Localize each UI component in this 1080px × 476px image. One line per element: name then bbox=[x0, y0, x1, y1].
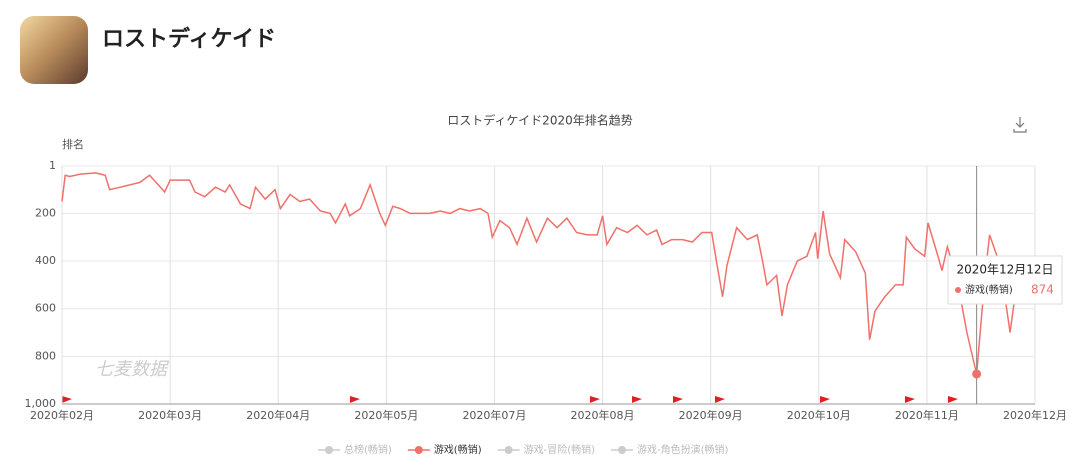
legend: 总榜(畅销) 游戏(畅销) 游戏-冒险(畅销) 游戏-角色扮演(畅销) bbox=[318, 443, 729, 456]
legend-dot bbox=[325, 446, 333, 454]
y-tick-label: 200 bbox=[35, 206, 56, 219]
highlight-point bbox=[972, 369, 982, 379]
x-tick-label: 2020年04月 bbox=[246, 408, 310, 422]
legend-dot bbox=[414, 446, 423, 454]
tooltip-value: 874 bbox=[1031, 283, 1054, 297]
legend-dot bbox=[504, 446, 513, 454]
legend-label: 总榜(畅销) bbox=[344, 443, 392, 456]
x-tick-label: 2020年05月 bbox=[354, 408, 418, 422]
download-icon[interactable] bbox=[1013, 117, 1027, 133]
tooltip-series: 游戏(畅销) bbox=[965, 283, 1013, 296]
tooltip: 2020年12月12日 游戏(畅销) 874 bbox=[947, 255, 1063, 305]
y-tick-label: 1,000 bbox=[25, 397, 57, 410]
y-tick-label: 1 bbox=[49, 159, 56, 172]
chart-title: ロストディケイド2020年排名趋势 bbox=[447, 113, 632, 128]
tooltip-box bbox=[947, 255, 1063, 305]
legend-item[interactable]: 总榜(畅销) bbox=[318, 443, 392, 456]
watermark: 七麦数据 bbox=[95, 359, 170, 380]
y-tick-label: 600 bbox=[35, 302, 56, 315]
y-axis-label: 排名 bbox=[62, 137, 84, 151]
legend-item[interactable]: 游戏(畅销) bbox=[407, 443, 482, 456]
app-name: ロストディケイド bbox=[102, 26, 276, 52]
x-tick-label: 2020年08月 bbox=[571, 408, 635, 422]
event-flags bbox=[62, 396, 958, 404]
series-line bbox=[61, 172, 1017, 375]
x-tick-label: 2020年10月 bbox=[787, 408, 851, 422]
legend-label: 游戏-角色扮演(畅销) bbox=[637, 443, 729, 456]
legend-item[interactable]: 游戏-冒险(畅销) bbox=[497, 443, 596, 456]
legend-label: 游戏(畅销) bbox=[434, 443, 482, 456]
x-tick-label: 2020年09月 bbox=[679, 408, 743, 422]
legend-item[interactable]: 游戏-角色扮演(畅销) bbox=[611, 443, 729, 456]
app-icon bbox=[20, 16, 88, 84]
x-tick-label: 2020年02月 bbox=[30, 408, 94, 422]
x-tick-label: 2020年07月 bbox=[462, 408, 526, 422]
tooltip-dot bbox=[955, 287, 961, 293]
legend-label: 游戏-冒险(畅销) bbox=[524, 443, 596, 456]
y-tick-label: 800 bbox=[35, 349, 56, 362]
x-tick-label: 2020年12月 bbox=[1003, 408, 1067, 422]
x-tick-label: 2020年11月 bbox=[895, 408, 959, 422]
legend-dot bbox=[618, 446, 627, 454]
y-tick-label: 400 bbox=[35, 254, 56, 267]
x-tick-label: 2020年03月 bbox=[138, 408, 202, 422]
tooltip-date: 2020年12月12日 bbox=[956, 263, 1053, 277]
